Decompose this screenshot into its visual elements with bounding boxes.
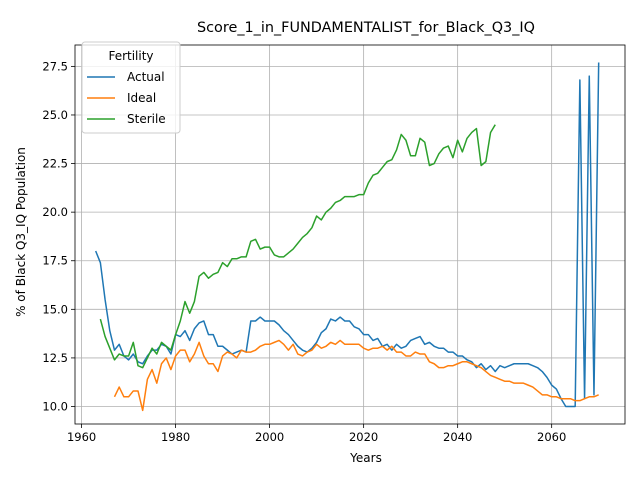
y-tick-label: 27.5: [42, 59, 68, 73]
y-tick-label: 25.0: [42, 108, 68, 122]
series-line-actual: [94, 62, 600, 408]
x-axis-label: Years: [349, 451, 382, 465]
y-axis-ticks: 10.0 12.5 15.0 17.5 20.0 22.5 25.0 27.5: [42, 59, 75, 414]
series-layer: [94, 62, 600, 412]
x-axis-ticks: 1960 1980 2000 2020 2040 2060: [67, 424, 566, 444]
x-tick-label: 2000: [255, 430, 284, 444]
plot-frame: [74, 44, 626, 425]
x-tick-label: 1960: [67, 430, 96, 444]
y-tick-label: 10.0: [42, 400, 68, 414]
y-tick-label: 20.0: [42, 205, 68, 219]
x-tick-label: 2060: [537, 430, 566, 444]
legend-box: [81, 41, 181, 134]
chart-title: Score_1_in_FUNDAMENTALIST_for_Black_Q3_I…: [197, 20, 535, 36]
legend-entries: Actual Ideal Sterile: [87, 70, 166, 126]
series-line-sterile: [99, 124, 496, 369]
legend-label-actual: Actual: [127, 70, 165, 84]
y-tick-label: 15.0: [42, 302, 68, 316]
y-tick-label: 17.5: [42, 254, 68, 268]
legend-label-sterile: Sterile: [127, 112, 166, 126]
x-tick-label: 1980: [161, 430, 190, 444]
y-tick-label: 22.5: [42, 157, 68, 171]
legend: Fertility Actual Ideal Sterile: [81, 41, 181, 134]
legend-title: Fertility: [108, 49, 153, 63]
axes-frame: [74, 44, 626, 425]
series-line-ideal: [113, 339, 599, 412]
y-axis-label: % of Black Q3_IQ Population: [14, 147, 28, 317]
x-tick-label: 2040: [443, 430, 472, 444]
legend-label-ideal: Ideal: [127, 91, 156, 105]
y-tick-label: 12.5: [42, 351, 68, 365]
x-tick-label: 2020: [349, 430, 378, 444]
